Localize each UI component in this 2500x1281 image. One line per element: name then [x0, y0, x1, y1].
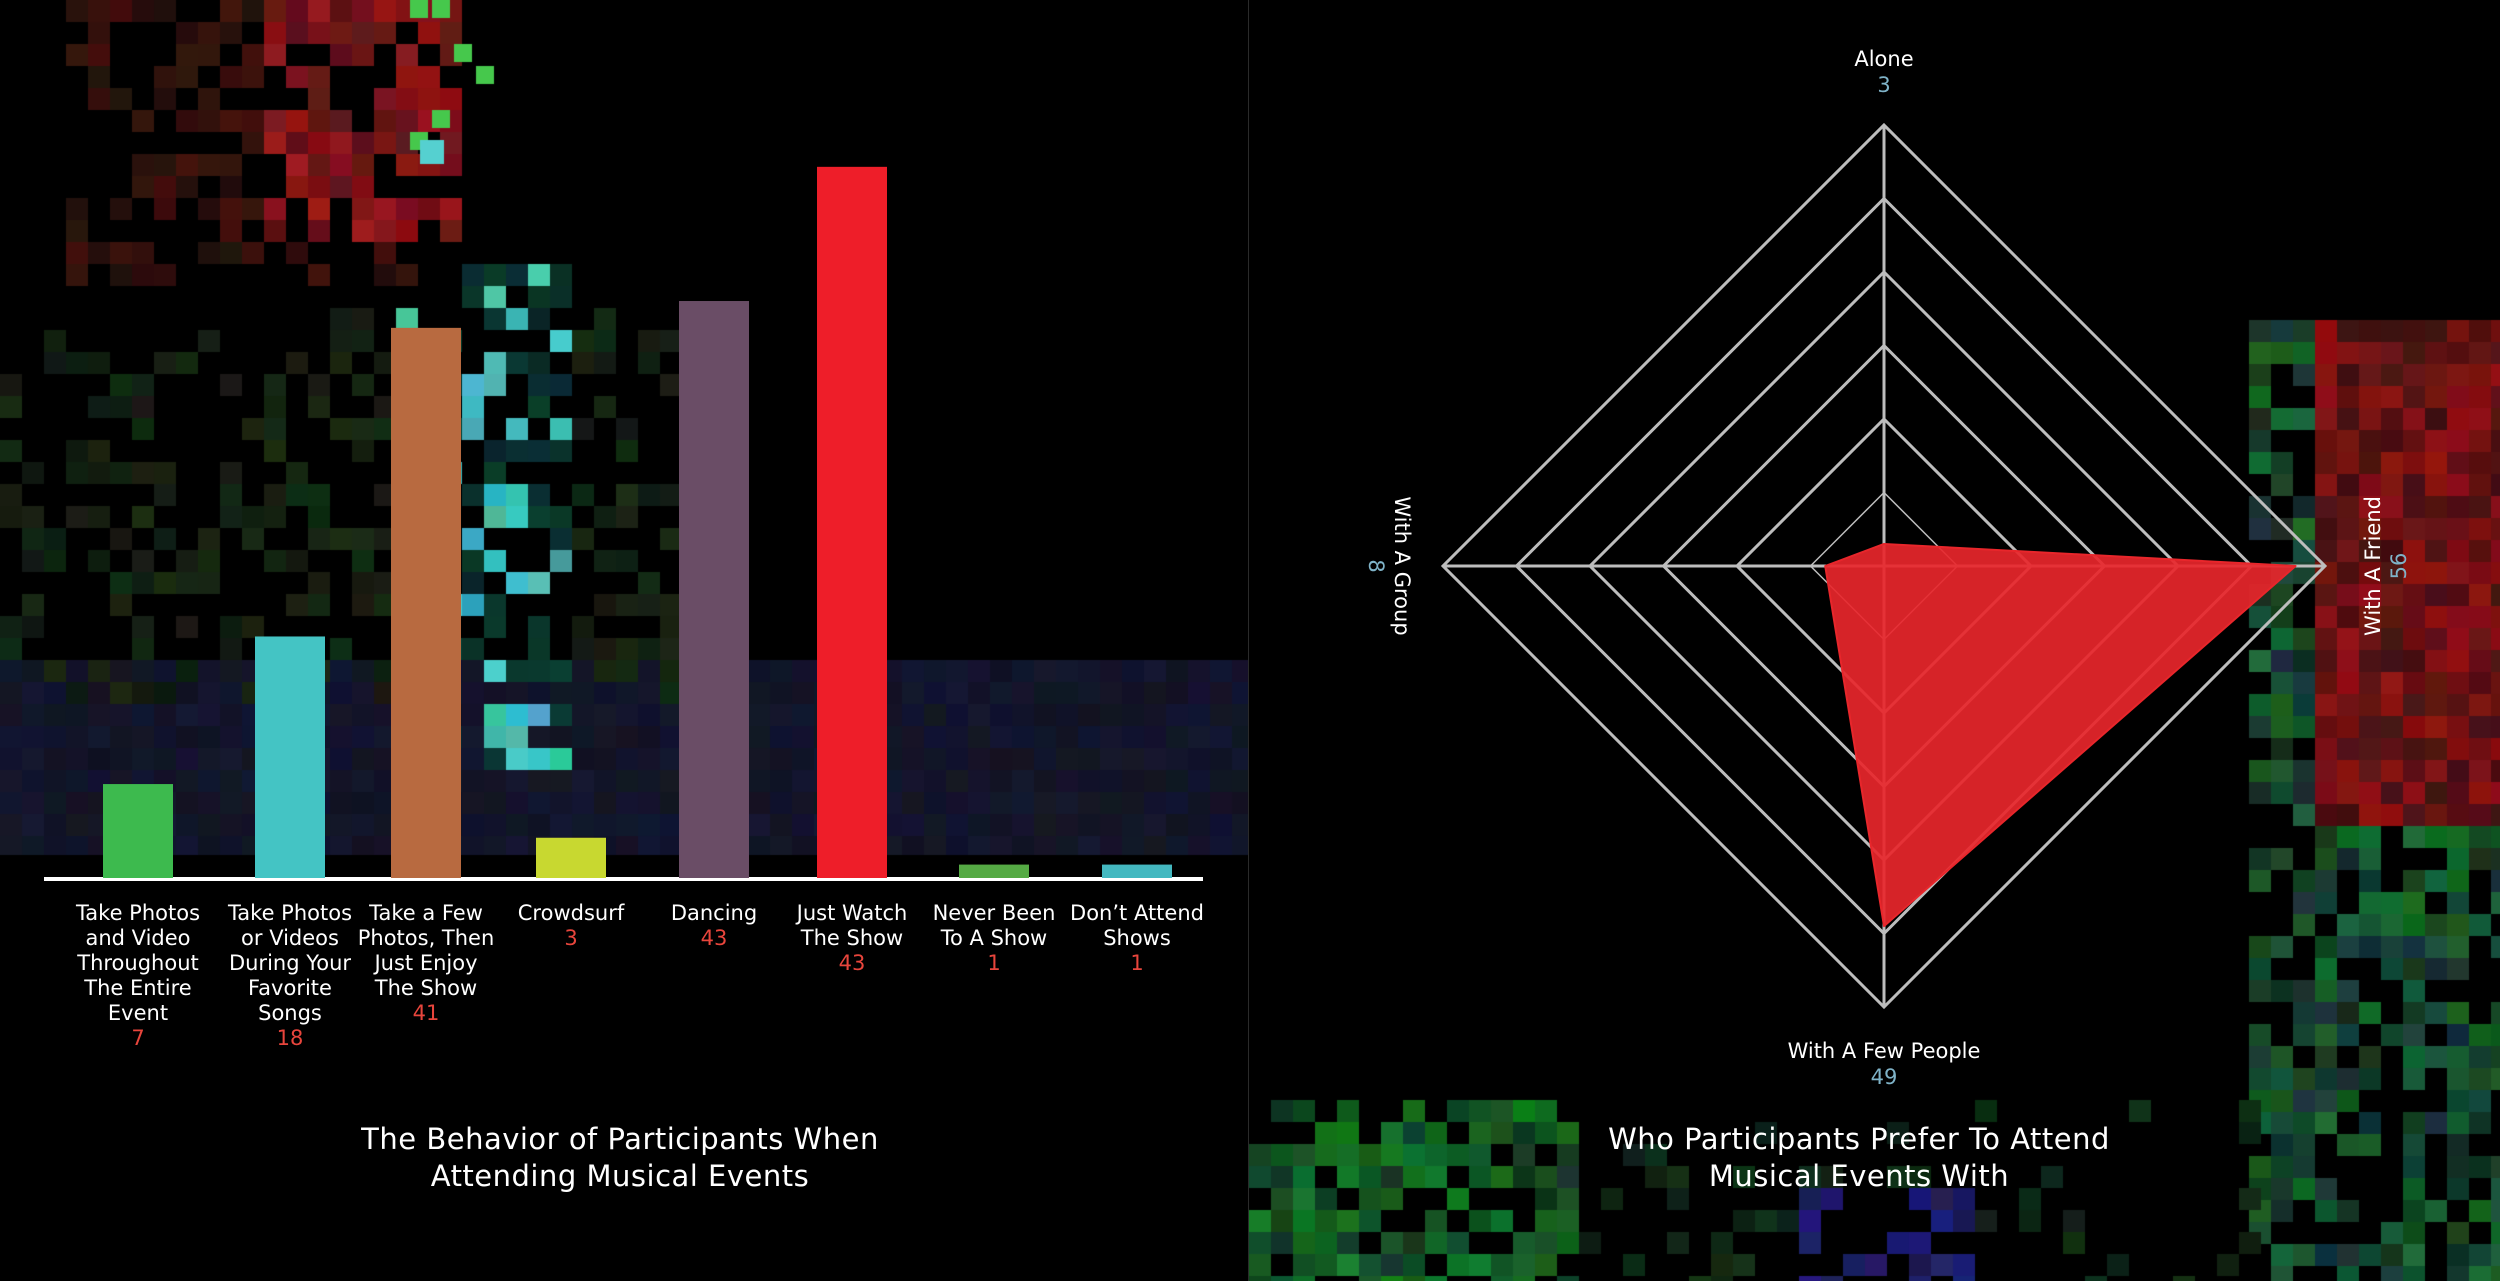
category-label-line: and Video	[85, 926, 190, 950]
category-label-line: Just Enjoy	[372, 951, 477, 975]
category-label-line: Event	[108, 1001, 168, 1025]
category-label-line: Throughout	[76, 951, 199, 975]
category-label-line: The Entire	[83, 976, 191, 1000]
category-label-line: To A Show	[940, 926, 1048, 950]
category-label: Crowdsurf	[518, 901, 625, 925]
category-label-line: The Show	[800, 926, 903, 950]
bar-value-label: 18	[277, 1026, 304, 1050]
bar-value-label: 3	[564, 926, 577, 950]
bar-chart-title-line: The Behavior of Participants When	[361, 1122, 879, 1156]
bar-chart-panel: Take Photos and Video Throughout The Entire…	[0, 0, 1248, 1281]
radar-data-area	[1824, 542, 2297, 928]
category-label-line: Don’t Attend	[1070, 901, 1204, 925]
bar	[959, 864, 1029, 878]
radar-axis-label-group: With A Friend 56	[2361, 496, 2411, 636]
radar-axis-value: 49	[1871, 1065, 1898, 1089]
category-label: Take Photos and Video Throughout The Entire…	[75, 901, 200, 1025]
category-label-line: Photos, Then	[358, 926, 495, 950]
category-label-line: Take Photos	[227, 901, 352, 925]
category-label-line: Take a Few	[368, 901, 483, 925]
radar-axis-value: 8	[1364, 559, 1388, 572]
category-label: Take a Few Photos, Then Just Enjoy The Show	[358, 901, 495, 1000]
radar-axis-label: With A Few People	[1788, 1039, 1981, 1063]
category-label-line: The Show	[374, 976, 477, 1000]
category-label-line: Favorite	[248, 976, 332, 1000]
category-label-line: Songs	[258, 1001, 322, 1025]
bar-value-label: 43	[839, 951, 866, 975]
radar-axis-value: 3	[1877, 73, 1890, 97]
bar-chart: Take Photos and Video Throughout The Entire…	[44, 166, 1204, 1050]
bar	[255, 636, 325, 878]
panel-divider	[1248, 0, 1249, 1281]
bar	[536, 837, 606, 878]
category-label: Just Watch The Show	[795, 901, 908, 950]
radar-chart-title-line: Musical Events With	[1708, 1159, 2010, 1193]
bar-chart-title-line: Attending Musical Events	[430, 1159, 810, 1193]
bar	[679, 301, 749, 878]
bar	[1102, 864, 1172, 878]
bar-value-label: 1	[1130, 951, 1143, 975]
radar-chart-title: Who Participants Prefer To Attend Musica…	[1579, 1121, 2139, 1195]
category-label: Dancing	[671, 901, 757, 925]
radar-axis-label: With A Group	[1390, 496, 1414, 635]
category-label-line: Crowdsurf	[518, 901, 625, 925]
bar-chart-title: The Behavior of Participants When Attend…	[300, 1121, 940, 1195]
category-label: Take Photos or Videos During Your Favorite S…	[227, 901, 352, 1025]
bar	[103, 784, 173, 878]
radar-axis-label: With A Friend	[2361, 496, 2385, 636]
category-label: Don’t Attend Shows	[1070, 901, 1204, 950]
background-mosaic	[0, 0, 1248, 1281]
category-label-line: Shows	[1103, 926, 1171, 950]
category-label-line: Dancing	[671, 901, 757, 925]
radar-chart-title-line: Who Participants Prefer To Attend	[1608, 1122, 2110, 1156]
category-label-line: or Videos	[241, 926, 339, 950]
bar-value-label: 7	[131, 1026, 144, 1050]
bar	[817, 166, 887, 878]
category-label-line: During Your	[229, 951, 351, 975]
category-label: Never Been To A Show	[933, 901, 1056, 950]
bar-value-label: 41	[413, 1001, 440, 1025]
radar-chart-panel: Alone 3 With A Friend 56 With A Few People 49…	[1249, 0, 2500, 1281]
bar-value-label: 43	[701, 926, 728, 950]
category-label-line: Never Been	[933, 901, 1056, 925]
bar-value-label: 1	[987, 951, 1000, 975]
category-label-line: Take Photos	[75, 901, 200, 925]
bar	[391, 327, 461, 878]
category-label-line: Just Watch	[795, 901, 908, 925]
radar-axis-label: Alone	[1854, 47, 1913, 71]
radar-axis-value: 56	[2387, 553, 2411, 580]
